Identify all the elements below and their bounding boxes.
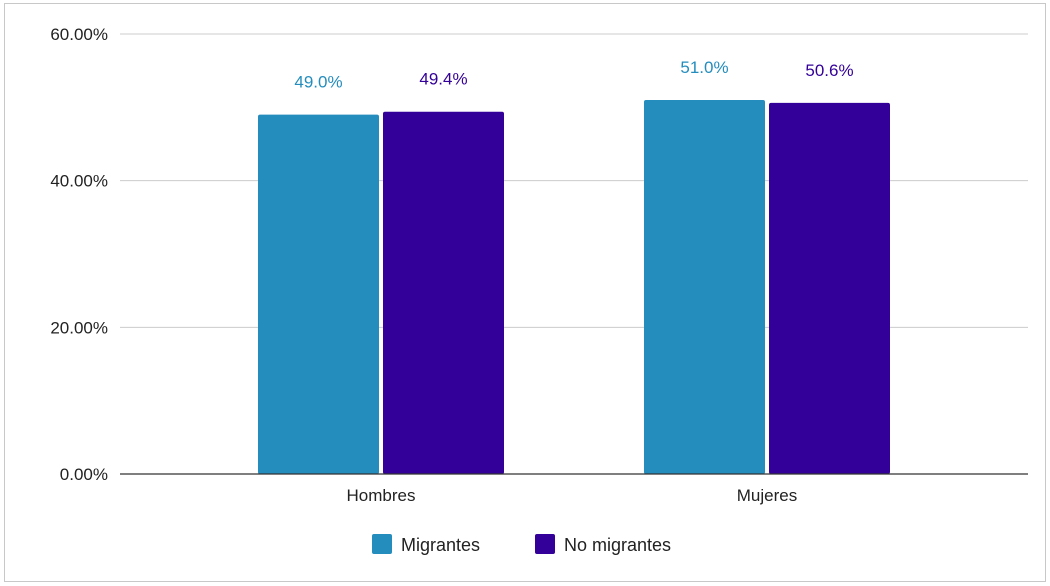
y-tick-label: 40.00% (50, 172, 108, 191)
bar-no-migrantes-hombres[interactable] (383, 111, 504, 474)
bars (258, 100, 890, 475)
bar-migrantes-mujeres[interactable] (644, 100, 765, 474)
data-label: 51.0% (680, 58, 728, 77)
legend-item-migrantes[interactable]: Migrantes (372, 534, 480, 555)
legend-swatch (535, 534, 555, 554)
data-labels: 49.0% 49.4% 51.0% 50.6% (294, 58, 853, 92)
legend-item-no-migrantes[interactable]: No migrantes (535, 534, 671, 555)
legend[interactable]: Migrantes No migrantes (372, 534, 671, 555)
data-label: 49.4% (419, 70, 467, 89)
y-tick-label: 0.00% (60, 465, 108, 484)
y-tick-label: 20.00% (50, 318, 108, 337)
x-tick-label-mujeres: Mujeres (737, 486, 797, 505)
legend-swatch (372, 534, 392, 554)
bar-no-migrantes-mujeres[interactable] (769, 102, 890, 474)
x-tick-label-hombres: Hombres (347, 486, 416, 505)
gridlines (120, 33, 1028, 328)
data-label: 49.0% (294, 73, 342, 92)
x-axis-category-labels: Hombres Mujeres (347, 486, 798, 505)
bar-migrantes-hombres[interactable] (258, 114, 379, 475)
y-axis-tick-labels: 0.00% 20.00% 40.00% 60.00% (50, 25, 108, 484)
y-tick-label: 60.00% (50, 25, 108, 44)
legend-label: No migrantes (564, 535, 671, 555)
legend-label: Migrantes (401, 535, 480, 555)
data-label: 50.6% (805, 61, 853, 80)
